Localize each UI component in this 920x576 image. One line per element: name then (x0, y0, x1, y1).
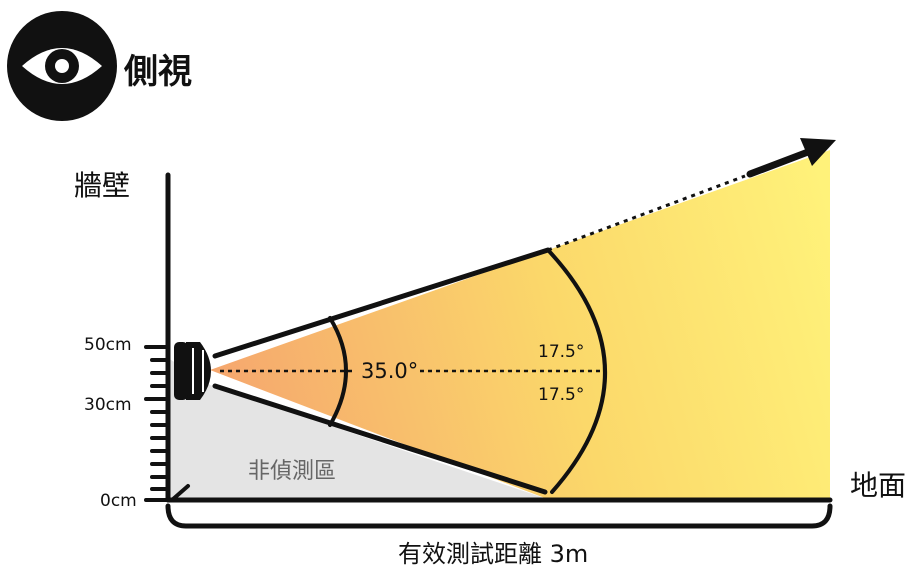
distance-label: 有效測試距離 3m (398, 540, 588, 568)
tick-label-30cm: 30cm (84, 395, 132, 415)
tick-label-50cm: 50cm (84, 335, 132, 355)
page-title: 側視 (124, 44, 192, 93)
blind-zone-label: 非偵測區 (248, 459, 336, 484)
eye-icon (7, 11, 117, 121)
tick-label-0cm: 0cm (100, 491, 137, 511)
distance-brace (168, 506, 830, 526)
sensor-device (174, 342, 211, 400)
ground-label: 地面 (850, 469, 906, 502)
total-angle-label: 35.0° (361, 359, 418, 383)
upper-angle-label: 17.5° (538, 342, 584, 362)
wall-ticks (146, 347, 168, 500)
wall-label: 牆壁 (74, 169, 130, 202)
lower-angle-label: 17.5° (538, 385, 584, 405)
